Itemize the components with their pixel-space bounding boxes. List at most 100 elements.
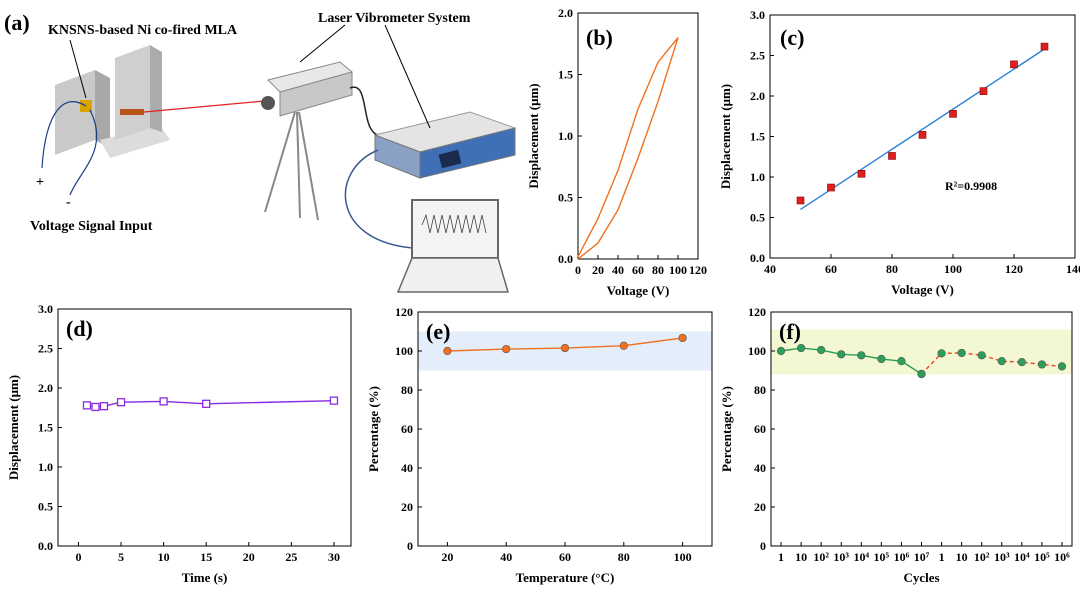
plus-label: + (36, 175, 44, 190)
laptop-keyboard (396, 257, 510, 293)
chart-panel: 0.0 0.5 1.0 1.5 2.0 2.5 3.0 0 5 10 15 20 25 30 Time (s… (6, 302, 352, 585)
tripod-leg (296, 111, 301, 219)
chart-panel: 0.0 0.5 1.0 1.5 2.0 2.5 3.0 40 60 80 100 120 140 Volt… (718, 8, 1080, 297)
x-tick-label: 10² (813, 550, 829, 564)
x-tick-label: 10 (158, 550, 170, 564)
y-tick-label: 0 (760, 539, 766, 553)
marker (159, 397, 168, 406)
x-tick-label: 40 (764, 262, 776, 276)
marker (1040, 42, 1049, 51)
chart-panel: 0 20 40 60 80 100 120 20 40 60 80 100 Temperature (°… (366, 305, 713, 585)
x-tick-label: 5 (118, 550, 124, 564)
y-tick-label: 40 (754, 461, 766, 475)
clamp-right (115, 45, 150, 140)
x-tick-label: 0 (75, 550, 81, 564)
y-tick-label: 80 (401, 383, 413, 397)
marker (202, 399, 211, 408)
y-tick-label: 0.0 (38, 539, 53, 553)
tripod-leg (264, 111, 296, 213)
x-tick-label: 10⁵ (1034, 550, 1050, 564)
y-tick-label: 2.5 (750, 49, 765, 63)
x-tick-label: 60 (825, 262, 837, 276)
vibrometer-lens (261, 96, 275, 110)
clamp-left-side (95, 70, 110, 148)
clamp-base (100, 125, 170, 158)
y-tick-label: 3.0 (38, 302, 53, 316)
minus-label: - (66, 195, 71, 210)
y-tick-label: 1.0 (558, 129, 573, 143)
y-tick-label: 20 (401, 500, 413, 514)
x-tick-label: 60 (632, 263, 644, 277)
cable (344, 149, 413, 249)
y-tick-label: 2.0 (38, 381, 53, 395)
x-tick-label: 10³ (994, 550, 1010, 564)
y-tick-label: 60 (401, 422, 413, 436)
y-tick-label: 1.5 (38, 421, 53, 435)
x-axis-title: Time (s) (182, 570, 228, 585)
x-tick-label: 140 (1066, 262, 1080, 276)
system-label: Laser Vibrometer System (318, 11, 471, 26)
panel-label: (f) (779, 319, 801, 344)
wire (69, 109, 98, 196)
marker (99, 402, 109, 411)
data-line (800, 48, 1045, 210)
y-tick-label: 0.0 (558, 252, 573, 266)
annotation: R²=0.9908 (945, 179, 997, 193)
x-tick-label: 10⁶ (1054, 550, 1070, 564)
y-tick-label: 1.5 (750, 130, 765, 144)
laser-beam (143, 100, 266, 113)
y-tick-label: 40 (401, 461, 413, 475)
marker (443, 346, 452, 356)
x-tick-label: 0 (575, 263, 581, 277)
panel-label: (c) (780, 25, 804, 50)
x-tick-label: 100 (944, 262, 962, 276)
x-tick-label: 10² (974, 550, 990, 564)
y-tick-label: 100 (748, 344, 766, 358)
probe-rod (120, 109, 144, 115)
x-tick-label: 80 (618, 550, 630, 564)
y-tick-label: 0.0 (750, 251, 765, 265)
pointer-arrow (299, 24, 346, 63)
marker (619, 341, 628, 350)
shaded-band (771, 329, 1072, 375)
marker (329, 396, 339, 405)
marker (502, 344, 511, 354)
y-tick-label: 2.0 (750, 89, 765, 103)
marker (957, 348, 966, 358)
x-tick-label: 20 (441, 550, 453, 564)
x-tick-label: 120 (1005, 262, 1023, 276)
plot-frame (57, 308, 352, 547)
panel-label: (d) (66, 316, 93, 341)
x-tick-label: 10 (956, 550, 968, 564)
marker (877, 354, 886, 364)
y-tick-label: 1.0 (750, 170, 765, 184)
chart-panel: 0.0 0.5 1.0 1.5 2.0 0 20 40 60 80 100 120 Voltage (V… (526, 6, 707, 298)
marker (949, 110, 957, 118)
marker (857, 169, 866, 178)
x-tick-label: 10⁷ (914, 550, 930, 564)
marker (560, 343, 570, 353)
marker (888, 152, 896, 160)
marker (837, 350, 846, 359)
y-axis-title: Displacement (μm) (6, 375, 21, 480)
y-tick-label: 1.5 (558, 68, 573, 82)
marker (1057, 362, 1067, 371)
marker (979, 87, 988, 95)
x-tick-label: 10³ (833, 550, 849, 564)
input-label: Voltage Signal Input (30, 219, 153, 234)
y-axis-title: Percentage (%) (366, 386, 381, 472)
marker (937, 349, 946, 358)
marker (1037, 360, 1046, 369)
pointer-arrow (384, 24, 431, 129)
tripod-leg (298, 111, 319, 221)
y-tick-label: 0.5 (750, 211, 765, 225)
x-tick-label: 1 (778, 550, 784, 564)
x-tick-label: 20 (243, 550, 255, 564)
x-tick-label: 120 (689, 263, 707, 277)
y-axis-title: Displacement (μm) (526, 83, 541, 188)
x-tick-label: 10⁶ (894, 550, 910, 564)
x-tick-label: 10⁴ (1014, 550, 1030, 564)
marker (82, 401, 92, 410)
x-tick-label: 40 (500, 550, 512, 564)
